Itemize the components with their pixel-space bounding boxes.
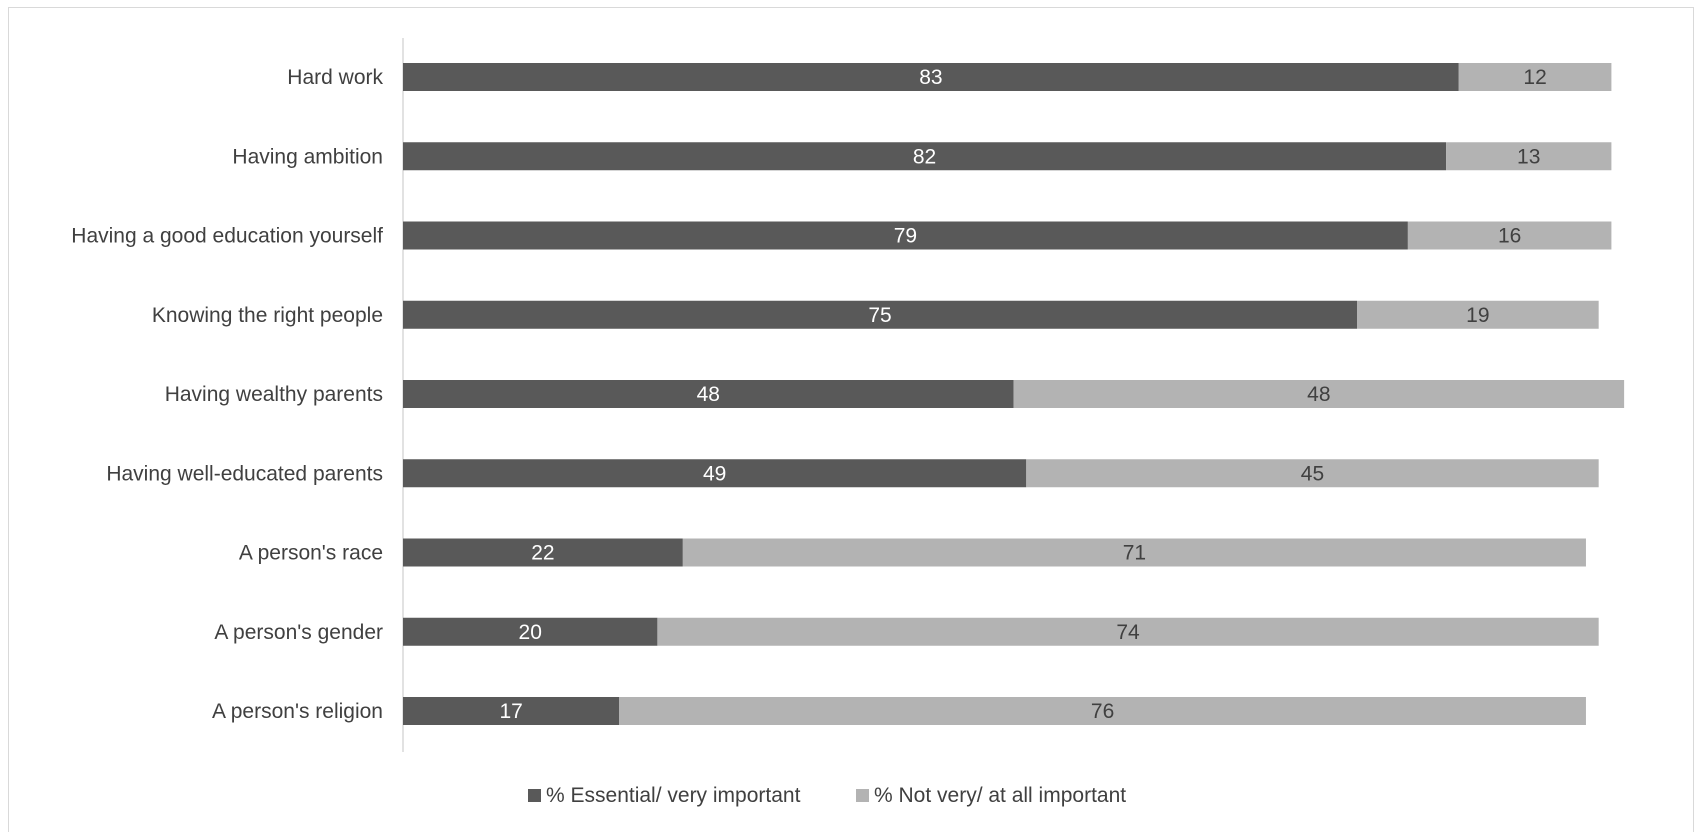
- bar-essential: [403, 538, 683, 567]
- data-label-not-important: 48: [1307, 383, 1330, 406]
- data-label-not-important: 12: [1523, 66, 1546, 89]
- chart-frame: [8, 7, 1694, 832]
- legend: % Essential/ very important % Not very/ a…: [528, 784, 1126, 807]
- data-label-essential: 20: [519, 621, 542, 644]
- data-label-essential: 83: [919, 66, 942, 89]
- data-label-essential: 22: [531, 542, 554, 565]
- bar-not-important: [682, 538, 1586, 567]
- category-label: Having a good education yourself: [71, 225, 383, 248]
- bar-essential: [403, 300, 1357, 329]
- data-label-not-important: 76: [1091, 700, 1114, 723]
- data-label-not-important: 13: [1517, 145, 1540, 168]
- category-label: Having ambition: [232, 145, 383, 168]
- legend-swatch: [528, 789, 541, 802]
- bar-essential: [403, 697, 620, 725]
- bar-not-important: [1407, 221, 1612, 250]
- bars-layer: Hard work 83 12 Having ambition 82 13 Having a…: [71, 63, 1625, 725]
- bar-not-important: [657, 617, 1599, 646]
- category-label: Having well-educated parents: [106, 462, 383, 485]
- bar-essential: [403, 63, 1459, 91]
- data-label-not-important: 74: [1116, 621, 1140, 644]
- category-label: Having wealthy parents: [165, 383, 383, 406]
- category-label: A person's religion: [212, 700, 383, 723]
- category-label: Knowing the right people: [152, 304, 383, 327]
- data-label-essential: 17: [499, 700, 522, 723]
- bar-essential: [403, 380, 1014, 408]
- data-label-essential: 82: [913, 145, 936, 168]
- bar-not-important: [1446, 142, 1612, 171]
- data-label-essential: 79: [894, 225, 917, 248]
- data-label-not-important: 71: [1123, 542, 1146, 565]
- category-label: A person's gender: [214, 621, 383, 644]
- data-label-not-important: 45: [1301, 462, 1324, 485]
- bar-essential: [403, 142, 1447, 171]
- bar-essential: [403, 221, 1408, 250]
- category-label: A person's race: [239, 542, 383, 565]
- bar-not-important: [1013, 380, 1625, 408]
- category-label: Hard work: [287, 66, 383, 89]
- bar-not-important: [1357, 300, 1599, 329]
- data-label-essential: 75: [868, 304, 891, 327]
- data-label-not-important: 16: [1498, 225, 1521, 248]
- bar-not-important: [1458, 63, 1612, 91]
- legend-label: % Not very/ at all important: [874, 784, 1126, 807]
- data-label-essential: 49: [703, 462, 726, 485]
- legend-label: % Essential/ very important: [546, 784, 801, 807]
- bar-essential: [403, 459, 1027, 488]
- data-label-essential: 48: [697, 383, 720, 406]
- bar-essential: [403, 617, 658, 646]
- bar-not-important: [1026, 459, 1599, 488]
- legend-swatch: [856, 789, 869, 802]
- data-label-not-important: 19: [1466, 304, 1489, 327]
- bar-not-important: [619, 697, 1586, 725]
